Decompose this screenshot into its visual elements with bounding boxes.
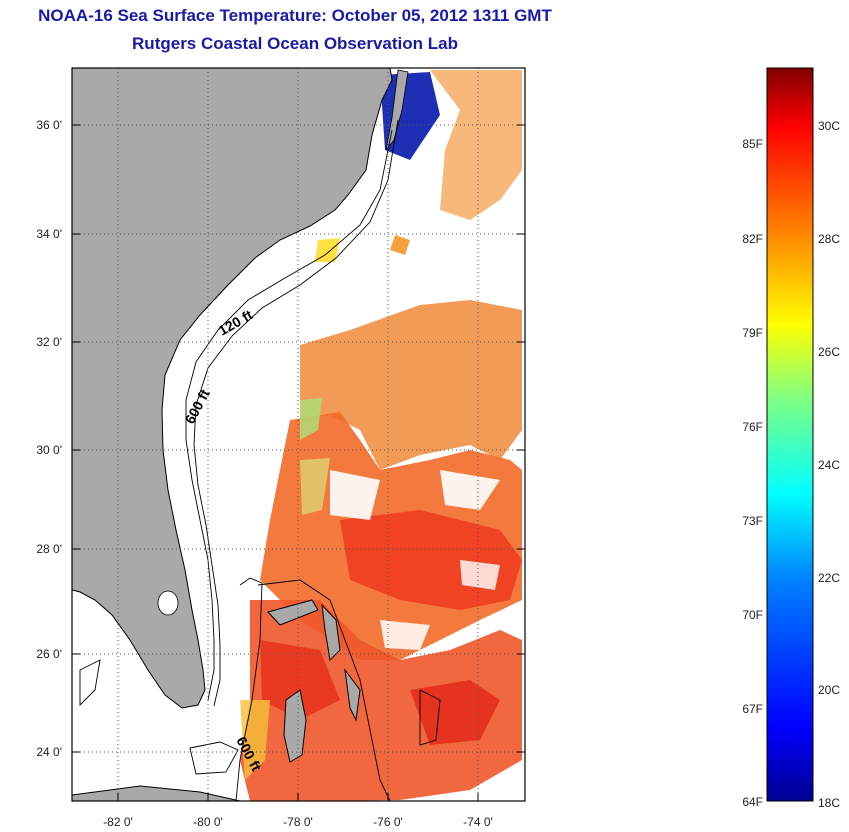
colorbar-scale <box>766 67 814 802</box>
cuba <box>72 785 241 801</box>
lon-label: -78 0' <box>283 815 313 829</box>
lat-label: 34 0' <box>36 227 62 241</box>
colorbar: 85F 82F 79F 76F 73F 70F 67F 64F 30C 28C … <box>742 67 840 810</box>
colorbar-c-label: 22C <box>818 571 840 585</box>
lat-label: 32 0' <box>36 335 62 349</box>
colorbar-f-label: 70F <box>742 608 763 622</box>
lon-label: -74 0' <box>463 815 493 829</box>
bathymetry-contours <box>79 119 441 801</box>
land-layer <box>72 68 409 801</box>
chart-subtitle: Rutgers Coastal Ocean Observation Lab <box>132 34 458 53</box>
colorbar-f-label: 82F <box>742 232 763 246</box>
chart-title: NOAA-16 Sea Surface Temperature: October… <box>38 6 552 25</box>
colorbar-c-label: 24C <box>818 458 840 472</box>
lat-label: 24 0' <box>36 745 62 759</box>
lat-axis: 36 0' 34 0' 32 0' 30 0' 28 0' 26 0' 24 0… <box>36 118 62 759</box>
grand-bahama <box>267 599 319 626</box>
lon-label: -80 0' <box>193 815 223 829</box>
andros-island <box>283 689 307 763</box>
lat-label: 26 0' <box>36 647 62 661</box>
colorbar-c-label: 28C <box>818 232 840 246</box>
colorbar-c-label: 20C <box>818 683 840 697</box>
colorbar-f-label: 64F <box>742 795 763 809</box>
lake-okeechobee <box>157 590 179 616</box>
lon-label: -76 0' <box>373 815 403 829</box>
us-mainland <box>72 68 393 709</box>
map-panel: 120 ft 600 ft 600 ft <box>72 68 525 801</box>
lon-axis: -82 0' -80 0' -78 0' -76 0' -74 0' <box>103 815 493 829</box>
lat-label: 30 0' <box>36 443 62 457</box>
colorbar-c-label: 26C <box>818 345 840 359</box>
lon-label: -82 0' <box>103 815 133 829</box>
abaco <box>321 603 341 662</box>
colorbar-f-label: 85F <box>742 137 763 151</box>
lat-label: 28 0' <box>36 542 62 556</box>
colorbar-f-label: 79F <box>742 326 763 340</box>
colorbar-f-label: 76F <box>742 420 763 434</box>
colorbar-f-label: 67F <box>742 702 763 716</box>
axis-ticks <box>72 124 525 801</box>
colorbar-c-label: 30C <box>818 119 840 133</box>
colorbar-f-label: 73F <box>742 514 763 528</box>
outer-banks <box>385 69 409 151</box>
lat-label: 36 0' <box>36 118 62 132</box>
eleuthera <box>344 668 361 722</box>
colorbar-c-label: 18C <box>818 796 840 810</box>
sst-data-layer <box>240 70 522 801</box>
